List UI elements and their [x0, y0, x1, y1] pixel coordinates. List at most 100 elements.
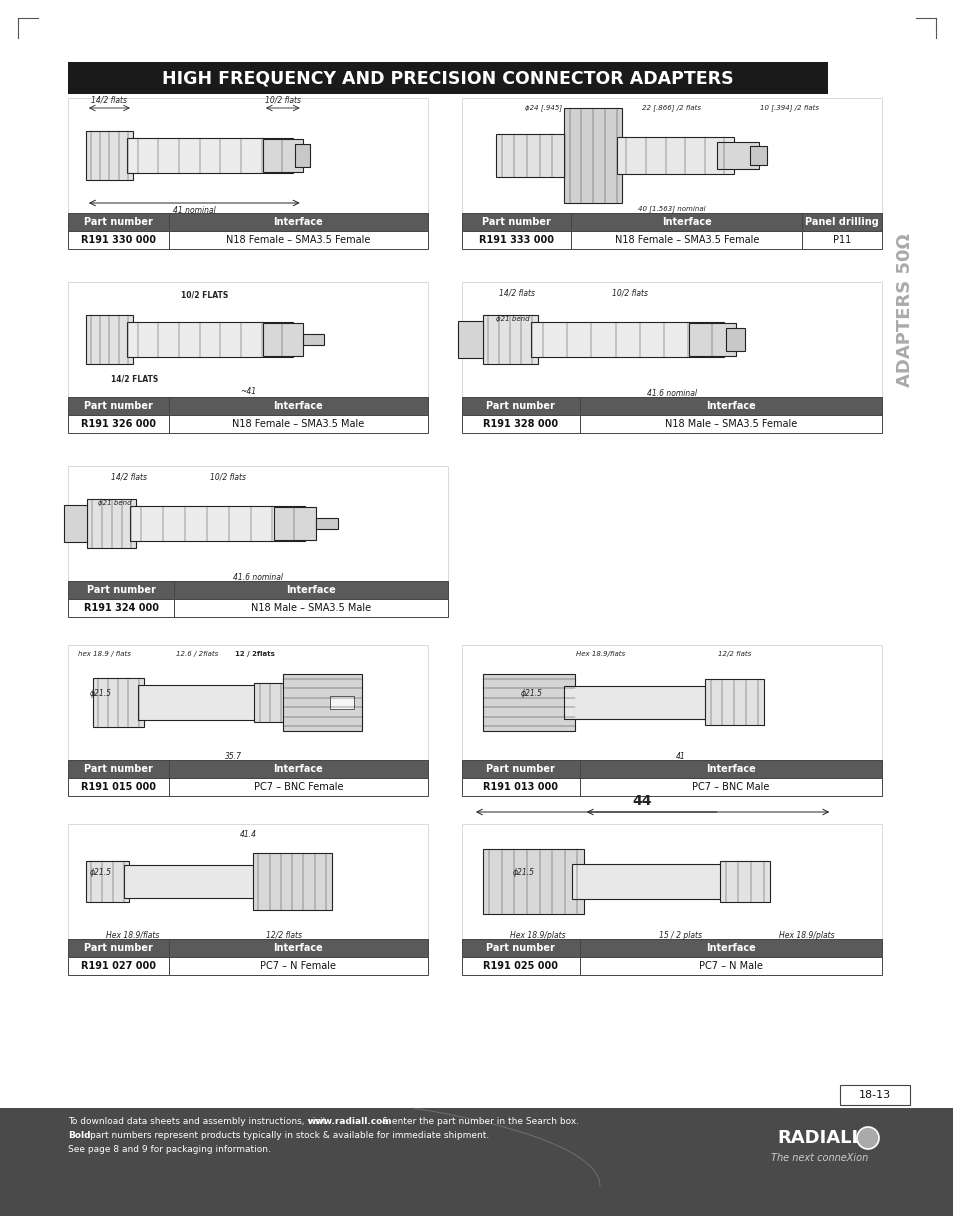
- Bar: [571, 231, 801, 249]
- Bar: [294, 145, 310, 167]
- Bar: [263, 323, 302, 355]
- Text: ϕ21.5: ϕ21.5: [520, 688, 542, 698]
- Bar: [461, 778, 579, 796]
- Bar: [131, 506, 305, 541]
- Text: N18 Male – SMA3.5 Female: N18 Male – SMA3.5 Female: [664, 420, 796, 429]
- Text: N18 Female – SMA3.5 Female: N18 Female – SMA3.5 Female: [226, 235, 370, 244]
- Text: 41.6 nominal: 41.6 nominal: [646, 389, 697, 398]
- Bar: [68, 599, 174, 617]
- Text: ϕ21 bend: ϕ21 bend: [98, 500, 132, 506]
- Text: To download data sheets and assembly instructions, visit: To download data sheets and assembly ins…: [68, 1118, 329, 1126]
- Text: ADAPTERS 50Ω: ADAPTERS 50Ω: [895, 233, 913, 387]
- Bar: [169, 213, 428, 231]
- Bar: [253, 683, 286, 722]
- Bar: [461, 98, 882, 213]
- Bar: [282, 674, 361, 731]
- Bar: [174, 581, 448, 599]
- Text: 14/2 flats: 14/2 flats: [111, 472, 147, 482]
- Text: www.radiall.com: www.radiall.com: [307, 1118, 392, 1126]
- Text: R191 326 000: R191 326 000: [81, 420, 155, 429]
- Text: Part number: Part number: [84, 764, 152, 775]
- Bar: [68, 957, 169, 975]
- Text: See page 8 and 9 for packaging information.: See page 8 and 9 for packaging informati…: [68, 1145, 271, 1154]
- Text: Hex 18.9/flats: Hex 18.9/flats: [576, 651, 624, 657]
- Bar: [564, 686, 723, 719]
- Bar: [801, 213, 882, 231]
- Text: R191 324 000: R191 324 000: [84, 603, 158, 613]
- Bar: [563, 108, 621, 203]
- Bar: [174, 599, 448, 617]
- Text: N18 Male – SMA3.5 Male: N18 Male – SMA3.5 Male: [251, 603, 371, 613]
- Bar: [571, 213, 801, 231]
- Text: 12 / 2flats: 12 / 2flats: [235, 651, 274, 657]
- Bar: [482, 674, 575, 731]
- Bar: [461, 213, 571, 231]
- Bar: [68, 581, 174, 599]
- Bar: [263, 140, 302, 171]
- Text: PC7 – N Female: PC7 – N Female: [260, 961, 336, 972]
- Text: Interface: Interface: [286, 585, 335, 595]
- Text: N18 Female – SMA3.5 Female: N18 Female – SMA3.5 Female: [614, 235, 758, 244]
- Text: part numbers represent products typically in stock & available for immediate shi: part numbers represent products typicall…: [90, 1132, 489, 1141]
- Bar: [68, 644, 428, 760]
- Bar: [495, 134, 571, 178]
- Text: Hex 18.9/plats: Hex 18.9/plats: [778, 931, 833, 940]
- Text: Interface: Interface: [274, 216, 323, 227]
- Text: PC7 – BNC Female: PC7 – BNC Female: [253, 782, 343, 792]
- Bar: [68, 760, 169, 778]
- Bar: [330, 696, 354, 709]
- Text: 41.6 nominal: 41.6 nominal: [233, 573, 283, 582]
- Bar: [616, 137, 734, 174]
- Text: Interface: Interface: [661, 216, 711, 227]
- Bar: [461, 957, 579, 975]
- Text: PC7 – N Male: PC7 – N Male: [699, 961, 762, 972]
- Bar: [749, 146, 766, 165]
- Bar: [461, 415, 579, 433]
- Text: Part number: Part number: [481, 216, 551, 227]
- Bar: [64, 505, 87, 542]
- Bar: [840, 1085, 909, 1105]
- Text: 12.6 / 2flats: 12.6 / 2flats: [176, 651, 218, 657]
- Text: P11: P11: [832, 235, 850, 244]
- Bar: [169, 957, 428, 975]
- Text: Interface: Interface: [274, 401, 323, 411]
- Bar: [579, 778, 882, 796]
- Text: R191 333 000: R191 333 000: [478, 235, 554, 244]
- Text: 44: 44: [632, 794, 652, 807]
- Text: ϕ21.5: ϕ21.5: [90, 868, 112, 877]
- Text: 41.4: 41.4: [239, 831, 256, 839]
- Text: 22 [.866] /2 flats: 22 [.866] /2 flats: [641, 105, 700, 111]
- Text: ϕ24 [.945]: ϕ24 [.945]: [524, 105, 561, 111]
- Text: Interface: Interface: [274, 942, 323, 953]
- Text: Hex 18.9/plats: Hex 18.9/plats: [509, 931, 565, 940]
- Text: PC7 – BNC Male: PC7 – BNC Male: [691, 782, 769, 792]
- Bar: [579, 760, 882, 778]
- Bar: [169, 778, 428, 796]
- Bar: [457, 321, 482, 358]
- Text: 18-13: 18-13: [858, 1090, 890, 1100]
- Bar: [461, 282, 882, 396]
- Bar: [704, 680, 762, 726]
- Text: ϕ21.5: ϕ21.5: [512, 868, 534, 877]
- Text: Bold: Bold: [68, 1132, 91, 1141]
- Bar: [461, 644, 882, 760]
- Bar: [274, 507, 315, 540]
- Text: Part number: Part number: [486, 942, 555, 953]
- Text: Part number: Part number: [84, 401, 152, 411]
- Text: Part number: Part number: [87, 585, 155, 595]
- Bar: [0, 1108, 953, 1216]
- Text: Part number: Part number: [486, 401, 555, 411]
- Text: R191 330 000: R191 330 000: [81, 235, 155, 244]
- Text: 41: 41: [675, 751, 684, 761]
- Bar: [68, 466, 448, 581]
- Bar: [87, 500, 136, 547]
- Bar: [68, 396, 169, 415]
- Bar: [169, 396, 428, 415]
- Text: RADIALL: RADIALL: [777, 1128, 862, 1147]
- Bar: [461, 939, 579, 957]
- Bar: [93, 679, 144, 727]
- Text: ϕ21 bend: ϕ21 bend: [495, 316, 529, 322]
- Text: R191 015 000: R191 015 000: [81, 782, 155, 792]
- Bar: [68, 939, 169, 957]
- Bar: [68, 62, 827, 94]
